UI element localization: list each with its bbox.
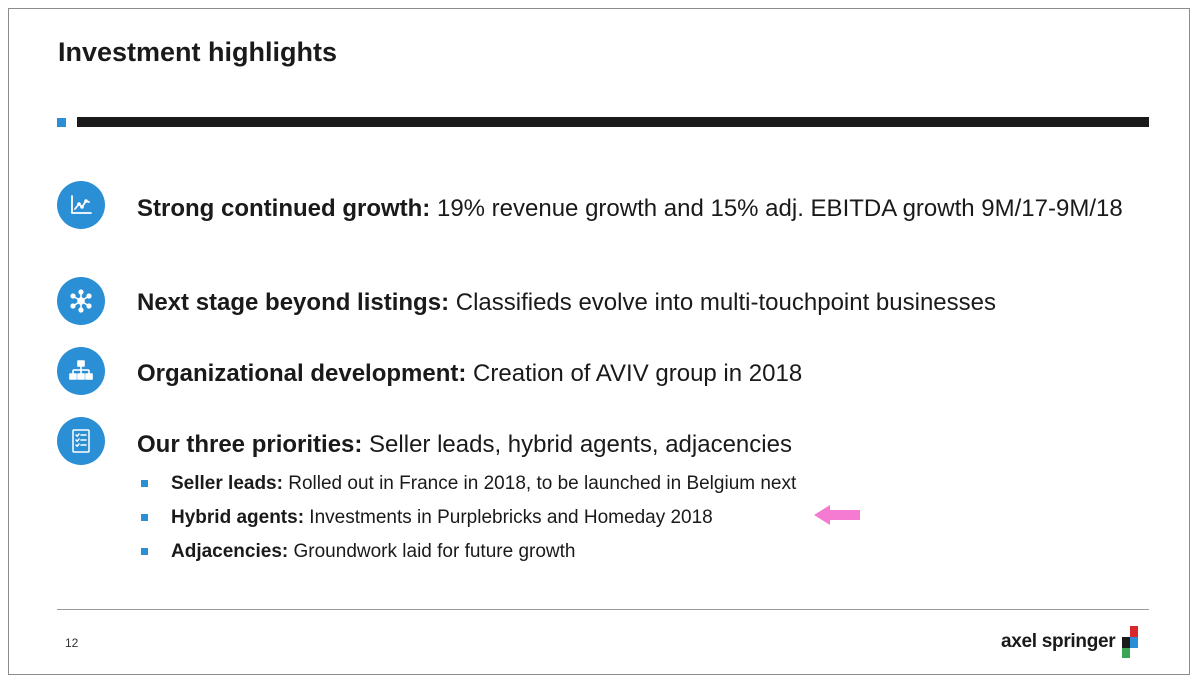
- highlight-growth-text: 19% revenue growth and 15% adj. EBITDA g…: [430, 195, 1123, 222]
- list-item: Seller leads: Rolled out in France in 20…: [137, 467, 796, 501]
- org-chart-icon: [57, 347, 105, 395]
- highlight-listings-lead: Next stage beyond listings:: [137, 289, 450, 316]
- page-number: 12: [65, 636, 79, 650]
- highlight-priorities-lead: Our three priorities:: [137, 431, 363, 458]
- priority-text: Investments in Purplebricks and Homeday …: [304, 507, 713, 528]
- left-arrow-icon: [814, 505, 860, 525]
- growth-chart-icon: [57, 181, 105, 229]
- slide: Investment highlights Strong continued g…: [8, 8, 1190, 675]
- priority-text: Rolled out in France in 2018, to be laun…: [282, 473, 797, 494]
- brand-logo: axel springer: [1001, 626, 1141, 658]
- title-rule: [77, 117, 1149, 127]
- title-accent-square: [57, 118, 66, 127]
- priority-lead: Seller leads:: [171, 473, 283, 494]
- highlight-growth: Strong continued growth: 19% revenue gro…: [137, 193, 1127, 225]
- list-item: Hybrid agents: Investments in Purplebric…: [137, 501, 796, 535]
- checklist-icon: [57, 417, 105, 465]
- priority-lead: Adjacencies:: [171, 541, 289, 562]
- slide-title: Investment highlights: [58, 37, 338, 67]
- network-nodes-icon: [57, 277, 105, 325]
- list-item: Adjacencies: Groundwork laid for future …: [137, 535, 796, 569]
- highlight-organization-text: Creation of AVIV group in 2018: [466, 360, 803, 387]
- highlight-listings: Next stage beyond listings: Classifieds …: [137, 287, 1127, 319]
- highlight-listings-text: Classifieds evolve into multi-touchpoint…: [449, 289, 996, 316]
- highlight-growth-lead: Strong continued growth:: [137, 195, 431, 222]
- footer-rule: [57, 609, 1149, 610]
- highlight-organization-lead: Organizational development:: [137, 360, 467, 387]
- priorities-list: Seller leads: Rolled out in France in 20…: [137, 467, 796, 569]
- highlight-priorities-text: Seller leads, hybrid agents, adjacencies: [362, 431, 792, 458]
- brand-mark-icon: [1122, 626, 1139, 658]
- bullet-square: [141, 514, 148, 521]
- highlight-organization: Organizational development: Creation of …: [137, 358, 1127, 390]
- brand-wordmark: axel springer: [1001, 631, 1116, 652]
- bullet-square: [141, 548, 148, 555]
- highlight-priorities: Our three priorities: Seller leads, hybr…: [137, 429, 1127, 461]
- priority-lead: Hybrid agents:: [171, 507, 305, 528]
- priority-text: Groundwork laid for future growth: [288, 541, 576, 562]
- bullet-square: [141, 480, 148, 487]
